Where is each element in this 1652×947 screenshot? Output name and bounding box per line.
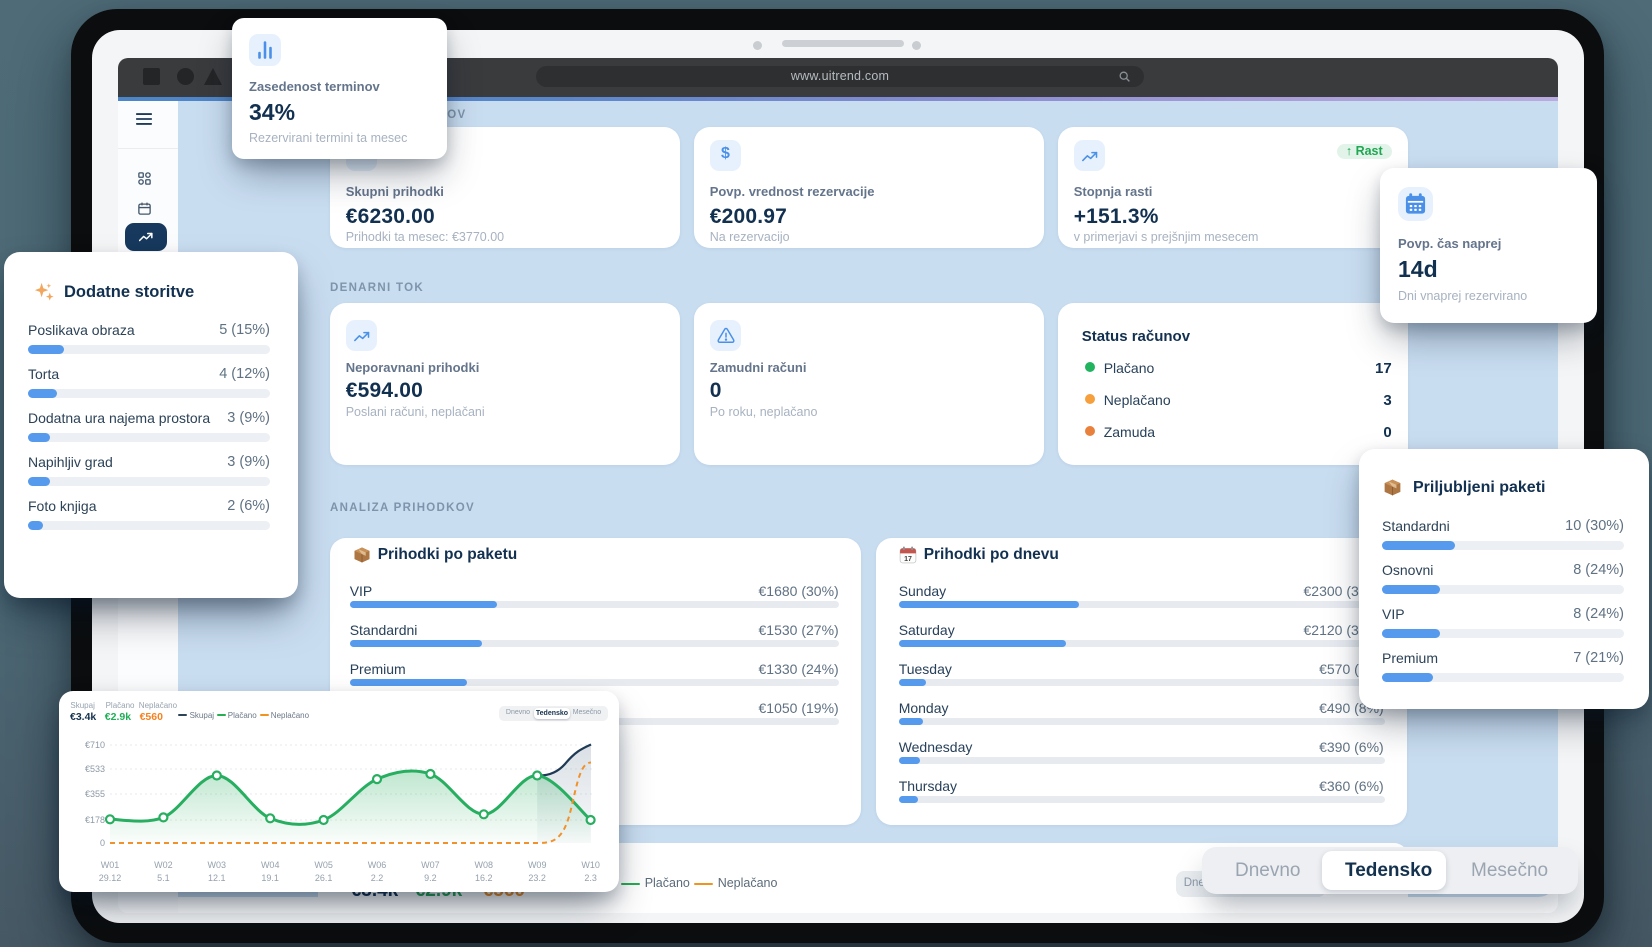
svg-text:W02: W02 [154,860,173,870]
svg-text:W05: W05 [314,860,333,870]
svg-text:€178: €178 [85,815,105,825]
svg-text:2.3: 2.3 [584,873,597,883]
svg-text:W04: W04 [261,860,280,870]
svg-text:26.1: 26.1 [315,873,333,883]
svg-text:€355: €355 [85,789,105,799]
svg-text:19.1: 19.1 [261,873,279,883]
svg-text:W10: W10 [581,860,600,870]
svg-text:W09: W09 [528,860,547,870]
svg-text:W03: W03 [208,860,227,870]
svg-text:29.12: 29.12 [99,873,122,883]
svg-text:17: 17 [904,554,912,562]
svg-text:€710: €710 [85,740,105,750]
svg-text:W01: W01 [101,860,120,870]
svg-text:€533: €533 [85,764,105,774]
svg-text:0: 0 [100,838,105,848]
svg-text:W06: W06 [368,860,387,870]
svg-text:W07: W07 [421,860,440,870]
svg-text:16.2: 16.2 [475,873,493,883]
svg-text:12.1: 12.1 [208,873,226,883]
svg-text:5.1: 5.1 [157,873,170,883]
svg-text:W08: W08 [475,860,494,870]
svg-text:23.2: 23.2 [528,873,546,883]
svg-text:9.2: 9.2 [424,873,437,883]
svg-text:2.2: 2.2 [371,873,384,883]
